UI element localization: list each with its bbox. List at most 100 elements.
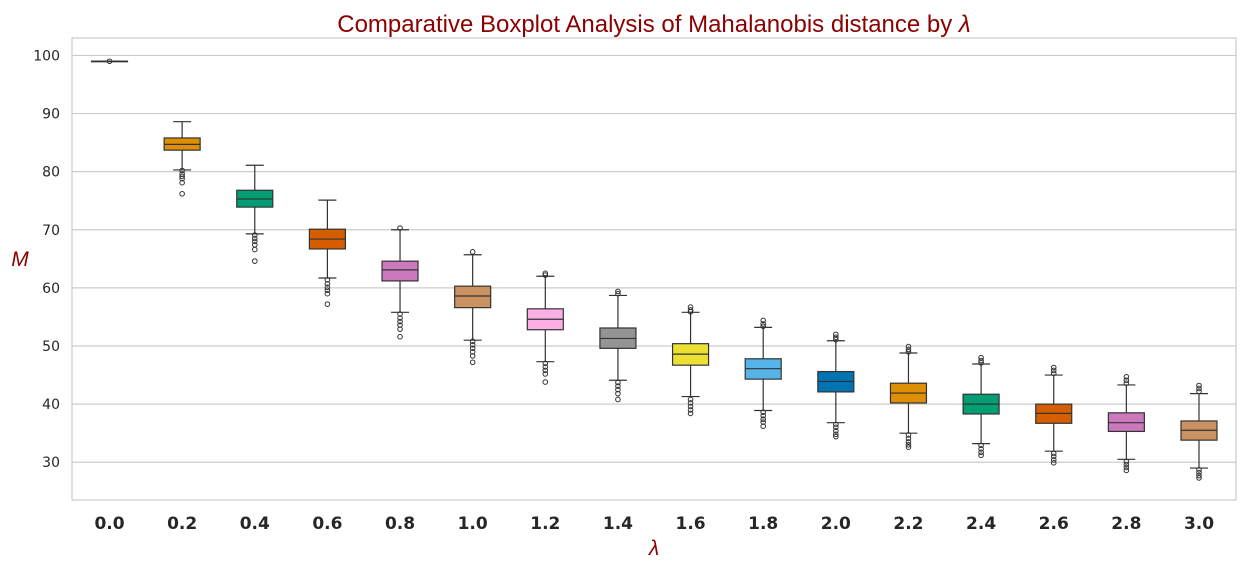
outlier-point xyxy=(1050,450,1057,457)
x-tick-label-1.2: 1.2 xyxy=(530,514,560,534)
box-1.4 xyxy=(599,288,637,403)
outlier-point xyxy=(978,452,984,459)
outlier-point xyxy=(905,343,912,350)
outlier-point xyxy=(833,421,839,428)
outlier-point xyxy=(833,424,839,431)
outlier-point xyxy=(251,238,258,245)
box-0.0 xyxy=(90,58,129,65)
outlier-point xyxy=(324,284,331,291)
y-tick-label-60: 60 xyxy=(42,281,60,297)
x-tick-label-2.0: 2.0 xyxy=(821,514,851,534)
outlier-point xyxy=(1050,364,1057,371)
outlier-point xyxy=(179,179,185,186)
outlier-point xyxy=(687,308,694,315)
outlier-point xyxy=(833,431,839,438)
outlier-point xyxy=(179,175,185,182)
outlier-point xyxy=(397,225,403,231)
grid-lines xyxy=(72,54,1236,463)
outlier-point xyxy=(1196,472,1202,479)
outlier-point xyxy=(905,444,912,450)
outlier-point xyxy=(615,383,621,389)
outlier-point xyxy=(324,290,331,297)
outlier-point xyxy=(1050,367,1057,374)
outlier-point xyxy=(687,400,694,406)
box-2.0 xyxy=(817,331,855,440)
outlier-point xyxy=(397,333,403,340)
outlier-point xyxy=(905,441,912,448)
outlier-point xyxy=(978,354,984,361)
outlier-point xyxy=(615,386,621,393)
outlier-point xyxy=(760,409,767,416)
outlier-point xyxy=(978,442,984,449)
outlier-point xyxy=(760,423,767,429)
outlier-point xyxy=(615,290,621,297)
outlier-point xyxy=(324,301,331,307)
outlier-point xyxy=(760,323,767,330)
outlier-point xyxy=(1196,388,1202,395)
outlier-point xyxy=(833,331,839,338)
outlier-point xyxy=(687,403,694,410)
outlier-point xyxy=(1196,466,1202,473)
outlier-point xyxy=(542,360,549,367)
outlier-point xyxy=(1050,460,1057,466)
outlier-point xyxy=(542,371,549,377)
y-tick-label-100: 100 xyxy=(33,48,60,64)
outlier-point xyxy=(397,315,403,321)
x-axis-label: λ xyxy=(648,537,659,560)
outlier-point xyxy=(1123,374,1130,380)
y-tick-label-50: 50 xyxy=(42,339,60,355)
outlier-point xyxy=(542,364,549,370)
x-tick-label-2.4: 2.4 xyxy=(966,514,996,534)
outlier-point xyxy=(251,235,258,242)
outlier-point xyxy=(251,258,258,264)
outlier-point xyxy=(1123,461,1130,468)
outlier-point xyxy=(542,272,549,278)
outlier-point xyxy=(978,360,984,366)
outlier-point xyxy=(905,432,912,438)
outlier-point xyxy=(1196,385,1202,392)
box-2.8 xyxy=(1107,374,1145,474)
box-1.2 xyxy=(526,270,564,385)
x-tick-label-1.6: 1.6 xyxy=(676,514,706,534)
outlier-point xyxy=(251,232,258,238)
outlier-point xyxy=(469,345,476,352)
outlier-point xyxy=(1123,458,1130,465)
x-tick-label-2.2: 2.2 xyxy=(893,514,923,534)
x-tick-label-0.4: 0.4 xyxy=(240,514,270,534)
outlier-point xyxy=(905,349,912,355)
x-tick-label-3.0: 3.0 xyxy=(1184,514,1214,534)
outlier-point xyxy=(397,311,403,317)
outlier-point xyxy=(978,446,984,452)
outlier-point xyxy=(324,287,331,294)
outlier-point xyxy=(833,428,839,434)
outlier-point xyxy=(179,190,185,197)
outlier-point xyxy=(833,334,839,341)
outlier-point xyxy=(615,379,621,386)
box-1.0 xyxy=(454,249,492,366)
plot-frame xyxy=(71,37,1237,501)
outlier-point xyxy=(905,435,912,442)
outlier-point xyxy=(615,396,621,403)
outlier-point xyxy=(179,167,185,174)
outlier-point xyxy=(760,321,767,327)
outlier-point xyxy=(687,307,694,313)
x-tick-label-1.8: 1.8 xyxy=(748,514,778,534)
chart-title: Comparative Boxplot Analysis of Mahalano… xyxy=(337,11,970,38)
outlier-point xyxy=(833,336,839,343)
outlier-point xyxy=(251,246,258,253)
outlier-point xyxy=(687,396,694,403)
outlier-point xyxy=(760,412,767,419)
y-tick-label-30: 30 xyxy=(42,455,60,471)
x-tick-label-0.8: 0.8 xyxy=(385,514,415,534)
box-0.6 xyxy=(308,199,346,307)
box-body xyxy=(381,260,419,282)
outlier-point xyxy=(324,281,331,287)
outlier-point xyxy=(469,249,476,255)
outlier-point xyxy=(324,276,331,283)
outlier-point xyxy=(542,379,549,385)
box-3.0 xyxy=(1180,382,1218,481)
outlier-point xyxy=(905,439,912,445)
outlier-point xyxy=(687,410,694,417)
outlier-point xyxy=(397,326,403,332)
outlier-point xyxy=(1123,380,1130,386)
